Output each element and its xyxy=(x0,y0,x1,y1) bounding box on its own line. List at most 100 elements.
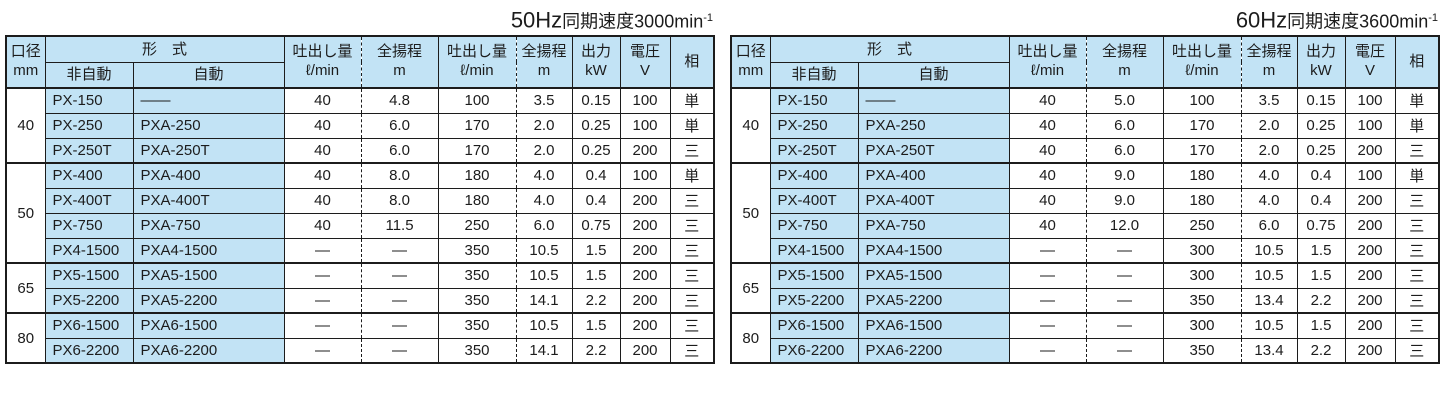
table-body: 40 PX-150 —— 40 4.8 100 3.5 0.15 100 単 PX-250 PXA-2… xyxy=(5,87,715,364)
table-row: PX-250 PXA-250 40 6.0 170 2.0 0.25 100 単 xyxy=(731,112,1440,139)
bore-cell: 80 xyxy=(5,312,46,364)
head-1-cell: — xyxy=(1085,312,1164,339)
phase-cell: 三 xyxy=(1394,137,1440,164)
voltage-cell: 200 xyxy=(1344,187,1396,214)
discharge-2-cell: 300 xyxy=(1162,312,1242,339)
model-auto-cell: PXA5-1500 xyxy=(132,262,285,289)
header-model-manual: 非自動 xyxy=(769,61,859,89)
phase-cell: 三 xyxy=(1394,262,1440,289)
output-cell: 0.15 xyxy=(571,87,621,114)
header-head-2: 全揚程 m xyxy=(515,35,573,89)
model-auto-cell: PXA-400 xyxy=(857,162,1010,189)
title-frequency: 60Hz xyxy=(1235,7,1288,33)
discharge-2-cell: 170 xyxy=(437,137,517,164)
head-2-cell: 10.5 xyxy=(515,237,573,264)
voltage-cell: 200 xyxy=(1344,337,1396,364)
output-cell: 1.5 xyxy=(1296,237,1346,264)
head-2-cell: 10.5 xyxy=(515,312,573,339)
model-manual-cell: PX-250 xyxy=(44,112,134,139)
model-auto-cell: PXA-250T xyxy=(132,137,285,164)
voltage-cell: 200 xyxy=(619,312,671,339)
phase-cell: 単 xyxy=(669,162,715,189)
head-2-cell: 4.0 xyxy=(1240,187,1298,214)
phase-cell: 単 xyxy=(669,87,715,114)
head-1-cell: — xyxy=(360,262,439,289)
title-exponent: -1 xyxy=(703,12,713,24)
table-row: PX-250T PXA-250T 40 6.0 170 2.0 0.25 200 三 xyxy=(731,137,1440,164)
head-2-cell: 14.1 xyxy=(515,337,573,364)
table-row: PX5-2200 PXA5-2200— —350 14.1 2.2 200 三 xyxy=(6,287,715,314)
table-body: 40 PX-150 —— 40 5.0 100 3.5 0.15 100 単 PX-250 PXA-2… xyxy=(730,87,1440,364)
voltage-cell: 100 xyxy=(1344,87,1396,114)
discharge-1-cell: 40 xyxy=(283,212,362,239)
model-manual-cell: PX6-2200 xyxy=(769,337,859,364)
head-2-cell: 13.4 xyxy=(1240,287,1298,314)
title-sync-speed: 同期速度3000min xyxy=(562,11,704,32)
header-model-group: 形 式 xyxy=(769,35,1010,63)
head-1-cell: 6.0 xyxy=(360,112,439,139)
output-cell: 0.75 xyxy=(1296,212,1346,239)
discharge-2-cell: 350 xyxy=(437,262,517,289)
table-header: 口径 mm 形 式 吐出し量 ℓ/min 全揚程 m 吐出し量 ℓ/min 全揚程 m 出… xyxy=(730,35,1440,89)
header-model-auto: 自動 xyxy=(857,61,1010,89)
head-2-cell: 2.0 xyxy=(515,137,573,164)
head-1-cell: — xyxy=(360,312,439,339)
head-1-cell: — xyxy=(1085,262,1164,289)
voltage-cell: 200 xyxy=(619,287,671,314)
discharge-2-cell: 100 xyxy=(1162,87,1242,114)
discharge-2-cell: 350 xyxy=(437,337,517,364)
output-cell: 1.5 xyxy=(1296,262,1346,289)
model-manual-cell: PX6-1500 xyxy=(769,312,859,339)
model-auto-cell: PXA-400T xyxy=(857,187,1010,214)
header-model-auto: 自動 xyxy=(132,61,285,89)
output-cell: 1.5 xyxy=(571,262,621,289)
discharge-1-cell: — xyxy=(1008,287,1087,314)
discharge-2-cell: 170 xyxy=(1162,112,1242,139)
head-2-cell: 6.0 xyxy=(1240,212,1298,239)
discharge-1-cell: 40 xyxy=(283,137,362,164)
bore-cell: 50 xyxy=(5,162,46,264)
discharge-2-cell: 170 xyxy=(1162,137,1242,164)
discharge-2-cell: 300 xyxy=(1162,237,1242,264)
header-discharge-2: 吐出し量 ℓ/min xyxy=(1162,35,1242,89)
discharge-1-cell: — xyxy=(283,287,362,314)
bore-cell: 65 xyxy=(730,262,771,314)
voltage-cell: 100 xyxy=(1344,162,1396,189)
discharge-1-cell: 40 xyxy=(283,87,362,114)
phase-cell: 三 xyxy=(669,212,715,239)
head-1-cell: — xyxy=(1085,337,1164,364)
voltage-cell: 200 xyxy=(619,262,671,289)
output-cell: 1.5 xyxy=(1296,312,1346,339)
table-title-50hz: 50Hz同期速度3000min-1 xyxy=(5,2,715,35)
spec-table-60hz-section: 60Hz同期速度3600min-1 口径 mm 形 式 吐出し量 ℓ/min 全揚程… xyxy=(730,2,1441,364)
header-phase: 相 xyxy=(669,35,715,89)
voltage-cell: 200 xyxy=(1344,312,1396,339)
model-auto-cell: PXA5-2200 xyxy=(132,287,285,314)
head-2-cell: 13.4 xyxy=(1240,337,1298,364)
model-manual-cell: PX6-2200 xyxy=(44,337,134,364)
head-1-cell: 12.0 xyxy=(1085,212,1164,239)
discharge-2-cell: 250 xyxy=(437,212,517,239)
header-discharge-1: 吐出し量 ℓ/min xyxy=(1008,35,1087,89)
table-row: 50 PX-400 PXA-400 40 8.0 180 4.0 0.4 100 単 xyxy=(5,162,715,264)
phase-cell: 三 xyxy=(669,312,715,339)
phase-cell: 三 xyxy=(669,237,715,264)
title-frequency: 50Hz xyxy=(510,7,563,33)
head-2-cell: 10.5 xyxy=(515,262,573,289)
output-cell: 0.25 xyxy=(571,137,621,164)
phase-cell: 三 xyxy=(669,137,715,164)
model-auto-cell: PXA-250 xyxy=(132,112,285,139)
discharge-2-cell: 350 xyxy=(1162,287,1242,314)
table-title-60hz: 60Hz同期速度3600min-1 xyxy=(730,2,1440,35)
phase-cell: 三 xyxy=(1394,312,1440,339)
output-cell: 1.5 xyxy=(571,312,621,339)
discharge-1-cell: 40 xyxy=(1008,112,1087,139)
bore-cell: 40 xyxy=(730,87,771,164)
discharge-2-cell: 350 xyxy=(437,237,517,264)
model-auto-cell: PXA-750 xyxy=(857,212,1010,239)
header-head-1: 全揚程 m xyxy=(360,35,439,89)
phase-cell: 単 xyxy=(1394,112,1440,139)
phase-cell: 単 xyxy=(1394,162,1440,189)
model-manual-cell: PX-400 xyxy=(769,162,859,189)
output-cell: 2.2 xyxy=(1296,337,1346,364)
